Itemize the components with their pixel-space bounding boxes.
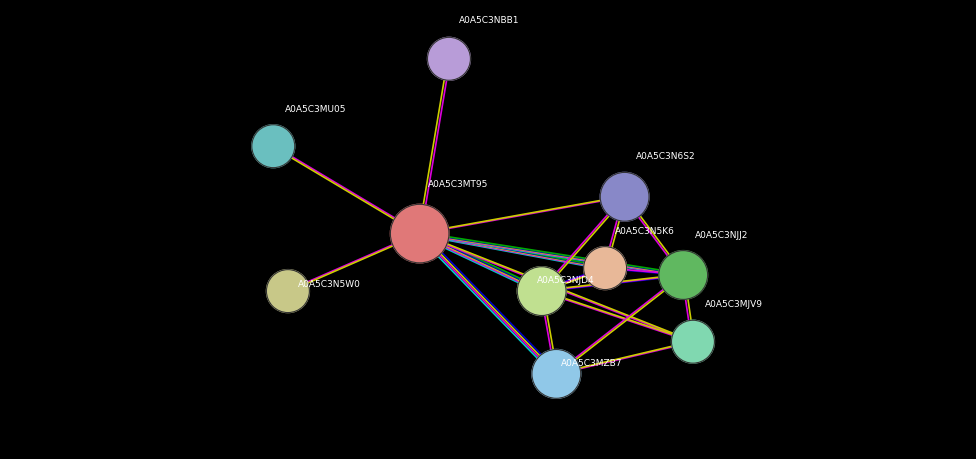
Text: A0A5C3N5K6: A0A5C3N5K6	[615, 226, 674, 235]
Text: A0A5C3NJD4: A0A5C3NJD4	[537, 275, 594, 285]
Text: A0A5C3N5W0: A0A5C3N5W0	[298, 280, 360, 288]
Ellipse shape	[600, 173, 649, 222]
Ellipse shape	[532, 350, 581, 398]
Text: A0A5C3MJV9: A0A5C3MJV9	[705, 300, 762, 308]
Ellipse shape	[427, 38, 470, 81]
Text: A0A5C3MZB7: A0A5C3MZB7	[561, 358, 623, 367]
Ellipse shape	[671, 320, 714, 364]
Ellipse shape	[252, 125, 295, 168]
Ellipse shape	[659, 251, 708, 300]
Ellipse shape	[517, 267, 566, 316]
Text: A0A5C3MT95: A0A5C3MT95	[427, 180, 488, 189]
Text: A0A5C3N6S2: A0A5C3N6S2	[636, 151, 696, 160]
Ellipse shape	[266, 270, 309, 313]
Text: A0A5C3NBB1: A0A5C3NBB1	[459, 17, 519, 25]
Ellipse shape	[584, 247, 627, 290]
Ellipse shape	[390, 205, 449, 263]
Text: A0A5C3NJJ2: A0A5C3NJJ2	[695, 230, 749, 239]
Text: A0A5C3MU05: A0A5C3MU05	[285, 105, 346, 113]
